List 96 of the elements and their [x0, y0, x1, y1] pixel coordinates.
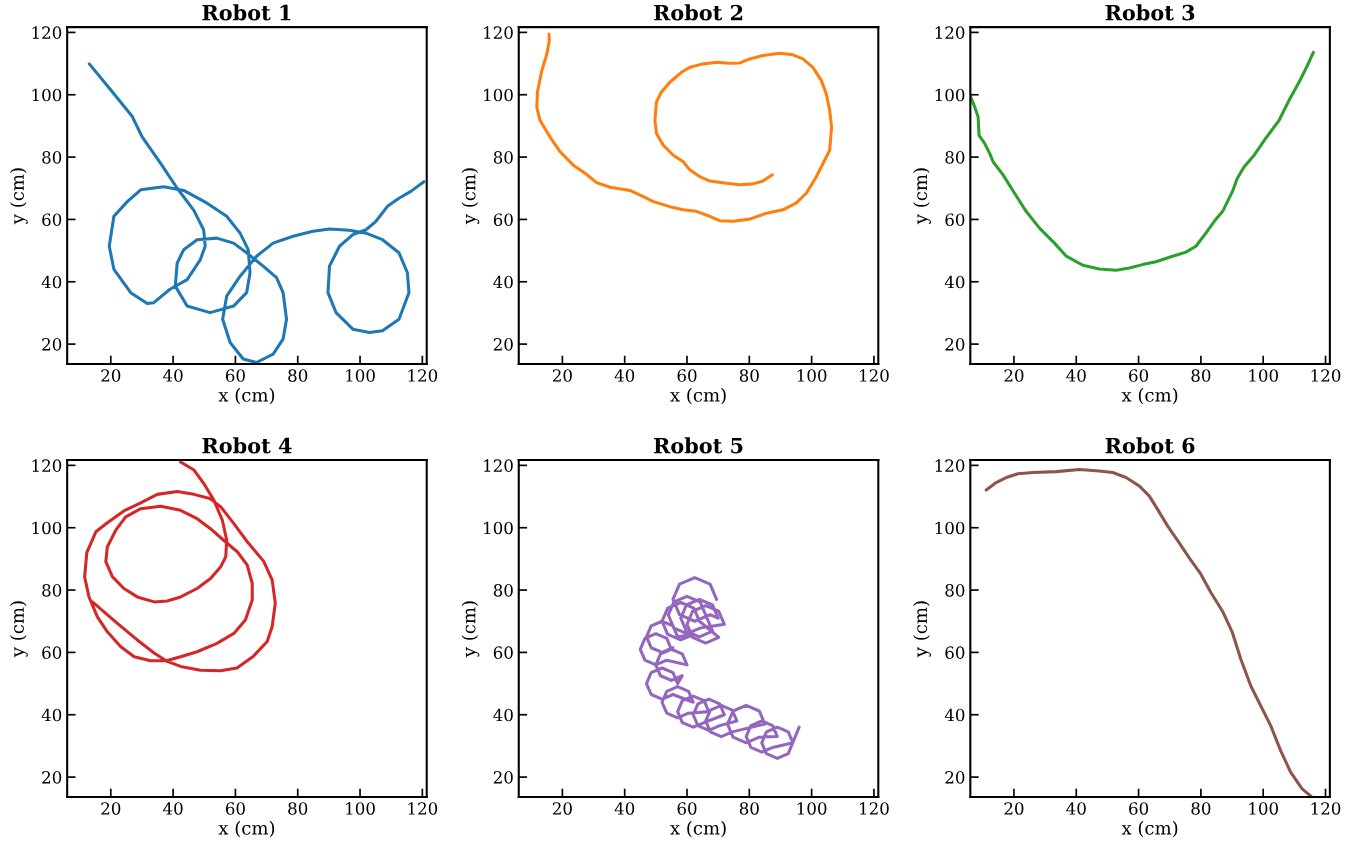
chart-title: Robot 2 [653, 4, 743, 21]
x-tick-label: 100 [346, 802, 375, 815]
x-tick-label: 80 [288, 369, 308, 382]
y-tick-label: 60 [945, 646, 965, 659]
y-axis-title: y (cm) [10, 601, 28, 658]
y-tick-label: 100 [484, 88, 513, 102]
line-series [970, 50, 1315, 272]
line-series [87, 62, 426, 365]
y-tick-label: 40 [493, 275, 513, 289]
x-tick-label: 40 [1066, 802, 1086, 815]
x-tick-label: 80 [739, 369, 759, 382]
x-tick-label: 80 [1191, 369, 1211, 382]
x-tick-label: 80 [288, 802, 308, 815]
y-tick-label: 40 [493, 708, 513, 722]
y-tick-label: 120 [32, 459, 62, 472]
y-tick-label: 100 [935, 521, 965, 535]
x-tick-label: 40 [1066, 369, 1086, 382]
y-tick-label: 40 [944, 275, 965, 289]
y-tick-label: 20 [493, 771, 513, 784]
y-tick-label: 120 [484, 26, 513, 39]
y-tick-label: 80 [493, 151, 513, 164]
y-tick-label: 20 [945, 771, 965, 784]
x-tick-label: 100 [1249, 369, 1278, 382]
x-tick-label: 60 [225, 802, 245, 815]
y-axis-title: y (cm) [10, 168, 28, 225]
x-tick-label: 20 [1004, 802, 1024, 815]
y-tick-label: 120 [935, 26, 965, 39]
y-tick-label: 20 [493, 338, 513, 351]
y-tick-label: 100 [484, 521, 513, 535]
x-tick-label: 100 [797, 369, 827, 382]
x-tick-label: 120 [408, 369, 438, 382]
line-series [984, 467, 1313, 798]
y-tick-label: 60 [42, 213, 62, 226]
x-tick-label: 120 [860, 802, 889, 815]
y-tick-label: 80 [945, 584, 965, 597]
y-tick-label: 20 [42, 338, 62, 351]
x-tick-label: 120 [1311, 369, 1341, 382]
y-axis-title: y (cm) [913, 168, 931, 225]
y-tick-label: 60 [42, 646, 62, 659]
x-tick-label: 60 [677, 802, 697, 815]
x-tick-label: 60 [1129, 369, 1149, 382]
x-tick-label: 40 [614, 802, 635, 815]
x-tick-label: 20 [552, 802, 572, 815]
x-tick-label: 100 [346, 369, 375, 382]
y-tick-label: 100 [32, 521, 62, 535]
x-tick-label: 20 [552, 369, 572, 382]
x-axis-title: x (cm) [670, 387, 726, 405]
chart-title: Robot 1 [202, 4, 291, 21]
x-tick-label: 20 [1004, 369, 1024, 382]
x-axis-title: x (cm) [1121, 820, 1178, 838]
y-tick-label: 80 [42, 584, 62, 597]
x-tick-label: 100 [797, 802, 827, 815]
y-tick-label: 100 [935, 88, 965, 102]
y-axis-title: y (cm) [461, 168, 480, 225]
x-tick-label: 20 [101, 802, 121, 815]
x-tick-label: 40 [163, 802, 183, 815]
x-axis-title: x (cm) [218, 820, 275, 838]
y-tick-label: 20 [42, 771, 62, 784]
x-tick-label: 120 [408, 802, 438, 815]
x-tick-label: 80 [1191, 802, 1211, 815]
chart-title: Robot 5 [653, 437, 743, 454]
x-tick-label: 40 [163, 369, 183, 382]
x-tick-label: 100 [1249, 802, 1278, 815]
line-series [638, 576, 801, 760]
line-series [83, 460, 277, 673]
y-tick-label: 60 [493, 213, 513, 226]
y-tick-label: 120 [935, 459, 965, 472]
y-tick-label: 100 [32, 88, 62, 102]
y-tick-label: 120 [484, 459, 513, 472]
y-tick-label: 40 [41, 708, 62, 722]
x-axis-title: x (cm) [218, 387, 275, 405]
x-tick-label: 80 [739, 802, 759, 815]
x-tick-label: 40 [614, 369, 635, 382]
y-tick-label: 40 [944, 708, 965, 722]
chart-title: Robot 3 [1105, 4, 1195, 21]
y-axis-title: y (cm) [461, 601, 480, 658]
y-tick-label: 20 [945, 338, 965, 351]
line-series [535, 32, 834, 223]
chart-title: Robot 4 [202, 437, 292, 454]
y-tick-label: 80 [493, 584, 513, 597]
x-tick-label: 60 [677, 369, 697, 382]
chart-title: Robot 6 [1105, 437, 1195, 454]
x-axis-title: x (cm) [670, 820, 726, 838]
y-tick-label: 80 [42, 151, 62, 164]
y-tick-label: 80 [945, 151, 965, 164]
y-tick-label: 120 [32, 26, 62, 39]
x-axis-title: x (cm) [1121, 387, 1178, 405]
y-tick-label: 40 [41, 275, 62, 289]
x-tick-label: 120 [860, 369, 889, 382]
x-tick-label: 20 [101, 369, 121, 382]
y-axis-title: y (cm) [913, 601, 931, 658]
y-tick-label: 60 [945, 213, 965, 226]
x-tick-label: 60 [225, 369, 245, 382]
x-tick-label: 60 [1129, 802, 1149, 815]
y-tick-label: 60 [493, 646, 513, 659]
x-tick-label: 120 [1311, 802, 1341, 815]
